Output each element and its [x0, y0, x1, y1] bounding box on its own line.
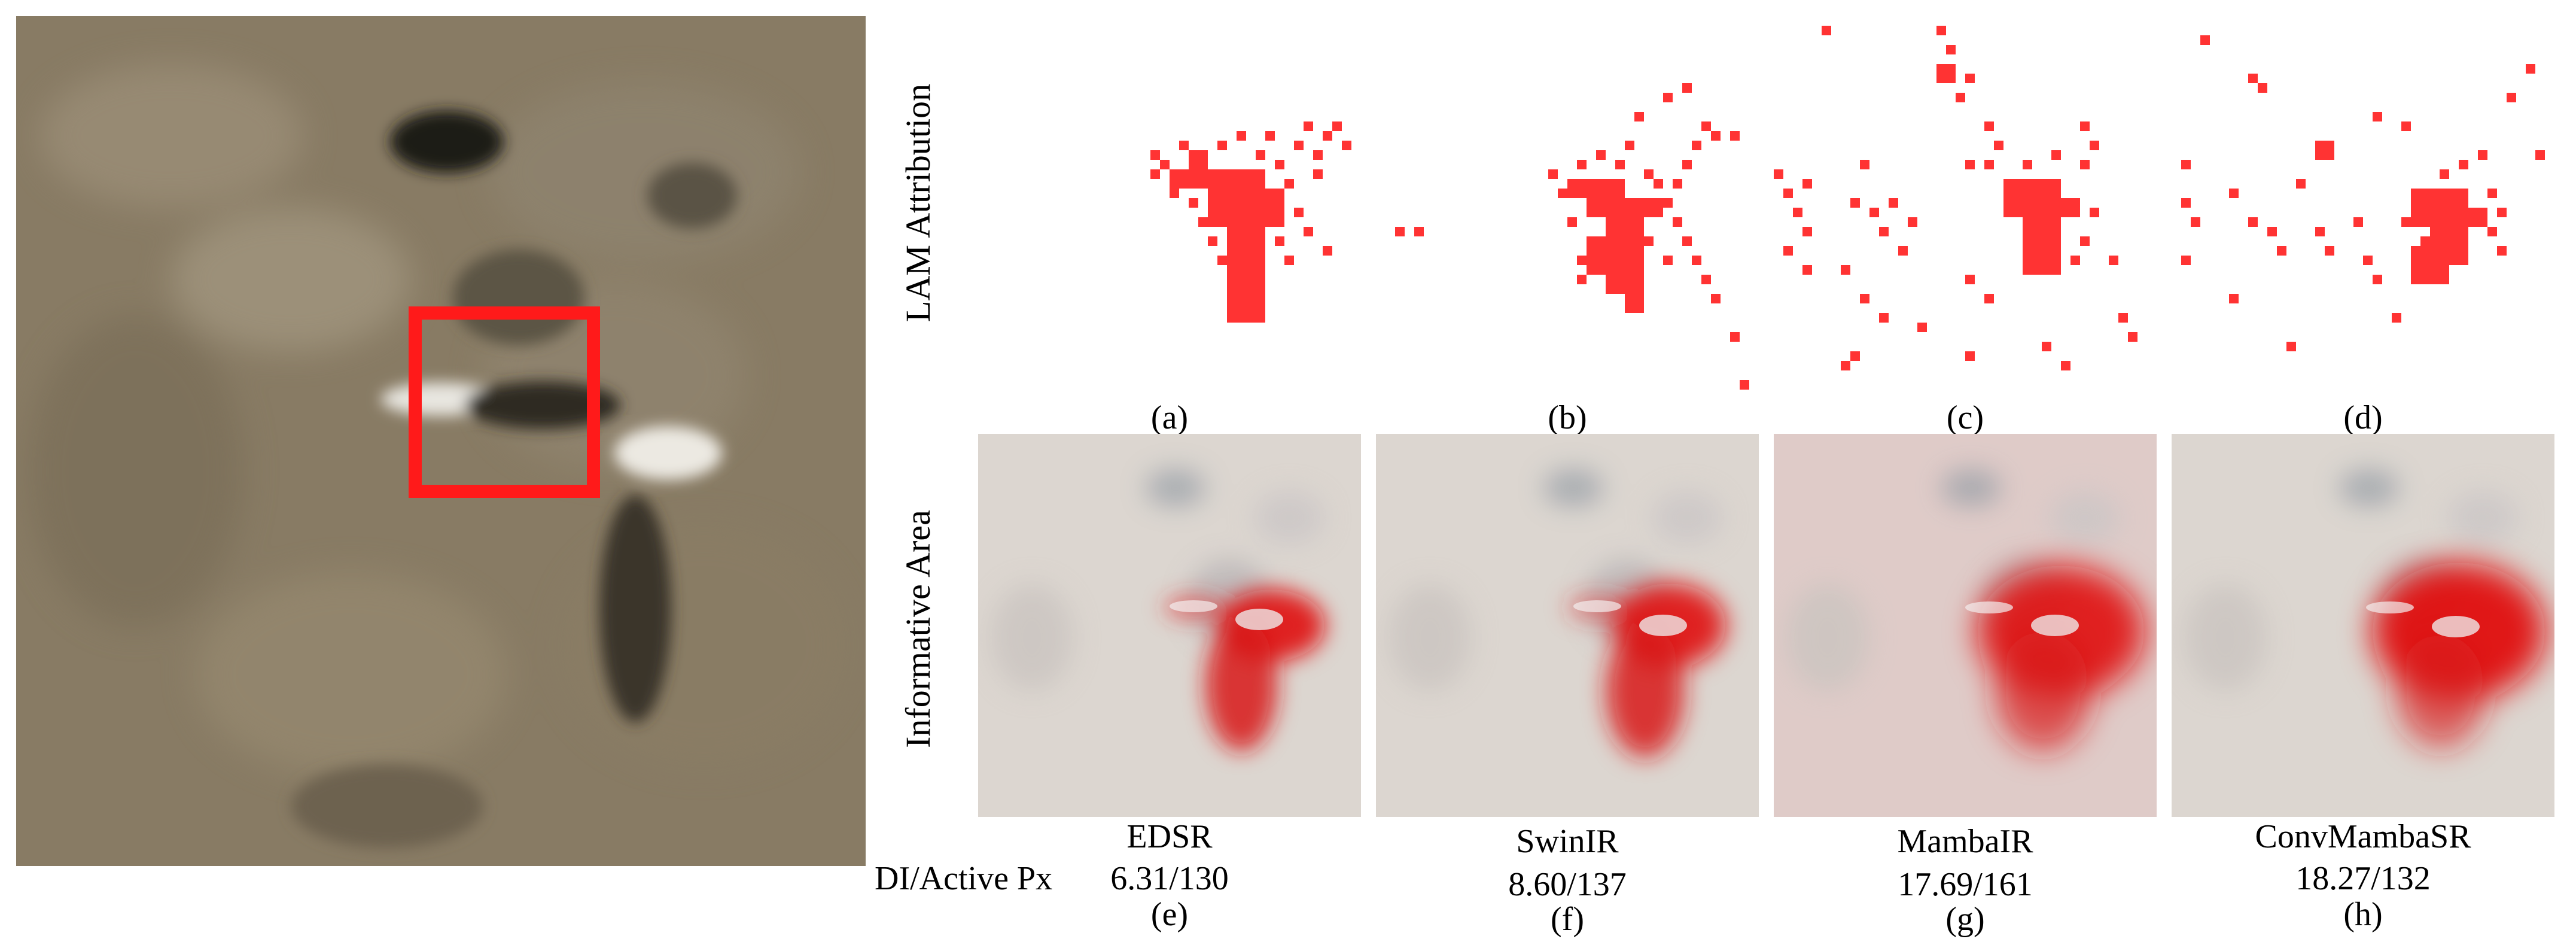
score-swinir: 8.60/137: [1508, 866, 1627, 903]
metric-row-label: DI/Active Px: [875, 860, 1053, 897]
score-convmambasr: 18.27/132: [2295, 860, 2431, 897]
score-edsr: 6.31/130: [1110, 860, 1229, 897]
panel-letter-a: (a): [1150, 399, 1189, 436]
informative-area-row-label: Informative Area: [899, 510, 937, 748]
panel-letter-d: (d): [2343, 399, 2383, 436]
panel-letter-g: (g): [1945, 901, 1985, 938]
model-label-mambair: MambaIR: [1897, 823, 2033, 860]
panel-letter-e: (e): [1150, 896, 1189, 933]
model-label-swinir: SwinIR: [1516, 823, 1619, 860]
panel-letter-f: (f): [1551, 901, 1584, 938]
highlight-box: [409, 306, 600, 498]
model-label-edsr: EDSR: [1126, 818, 1213, 855]
panel-letter-c: (c): [1946, 399, 1984, 436]
lam-panel-c: [1774, 16, 2157, 399]
informative-area-panel-h: [2172, 434, 2554, 817]
lam-panel-a: [978, 16, 1361, 399]
informative-area-panel-g: [1774, 434, 2157, 817]
score-mambair: 17.69/161: [1898, 866, 2033, 903]
panel-letter-b: (b): [1548, 399, 1587, 436]
aerial-image: [16, 16, 866, 866]
lam-attribution-row-label: LAM Attribution: [899, 84, 937, 322]
informative-area-panel-e: [978, 434, 1361, 817]
lam-panel-d: [2172, 16, 2554, 399]
lam-panel-b: [1376, 16, 1759, 399]
informative-area-panel-f: [1376, 434, 1759, 817]
model-label-convmambasr: ConvMambaSR: [2255, 818, 2471, 855]
panel-letter-h: (h): [2343, 896, 2383, 933]
